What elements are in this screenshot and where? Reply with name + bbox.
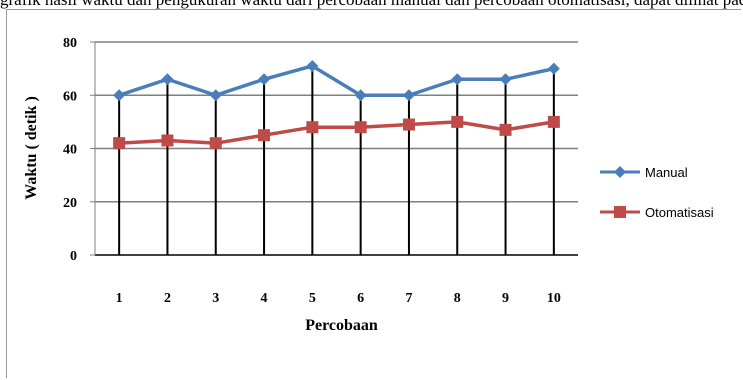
data-point: [161, 134, 174, 147]
clipped-caption: grafik hasil waktu dan pengukuran waktu …: [0, 0, 743, 9]
x-tick-label: 2: [164, 291, 171, 306]
series-manual: [113, 59, 560, 102]
legend-marker: [614, 206, 626, 218]
x-axis-label: Percobaan: [305, 317, 378, 334]
data-point: [306, 59, 319, 72]
legend-marker: [614, 166, 626, 178]
data-point: [354, 89, 367, 102]
x-tick-label: 6: [357, 291, 364, 306]
data-point: [354, 121, 367, 134]
y-tick-labels: 0 20 40 60 80: [63, 36, 77, 264]
gridlines: [90, 41, 578, 256]
data-point: [547, 62, 560, 75]
data-point: [258, 129, 271, 142]
data-point: [306, 121, 319, 134]
data-point: [209, 137, 222, 150]
legend-label: Otomatisasi: [645, 205, 714, 220]
data-point: [113, 89, 126, 102]
x-tick-label: 8: [454, 291, 461, 306]
data-point: [499, 73, 512, 86]
x-tick-label: 10: [547, 291, 561, 306]
data-point: [209, 89, 222, 102]
y-tick-label: 60: [63, 89, 77, 104]
x-tick-label: 5: [309, 291, 316, 306]
x-tick-label: 1: [116, 291, 123, 306]
y-axis-label: Waktu ( detik ): [23, 96, 40, 200]
chart-frame: [6, 9, 741, 378]
series-line: [118, 64, 555, 97]
x-tick-label: 3: [212, 291, 219, 306]
legend-item: Manual: [600, 165, 688, 180]
x-tick-label: 9: [502, 291, 509, 306]
y-tick-label: 40: [63, 143, 77, 158]
y-tick-label: 80: [63, 36, 77, 51]
drop-lines: [118, 65, 555, 255]
legend: Manual Otomatisasi: [600, 165, 714, 220]
data-point: [451, 73, 464, 86]
data-point: [258, 73, 271, 86]
data-point: [113, 137, 126, 150]
data-point: [402, 89, 415, 102]
data-point: [451, 115, 464, 128]
x-tick-label: 4: [261, 291, 268, 306]
series-line: [119, 120, 555, 145]
series: [113, 59, 560, 150]
y-tick-label: 20: [63, 196, 77, 211]
data-point: [547, 115, 560, 128]
legend-label: Manual: [645, 165, 688, 180]
data-point: [499, 123, 512, 136]
x-tick-label: 7: [405, 291, 412, 306]
series-otomatisasi: [113, 115, 560, 150]
y-tick-label: 0: [70, 249, 77, 264]
legend-item: Otomatisasi: [600, 205, 714, 220]
data-point: [161, 73, 174, 86]
data-point: [402, 118, 415, 131]
x-tick-labels: 1 2 3 4 5 6 7 8 9 10: [116, 291, 561, 306]
